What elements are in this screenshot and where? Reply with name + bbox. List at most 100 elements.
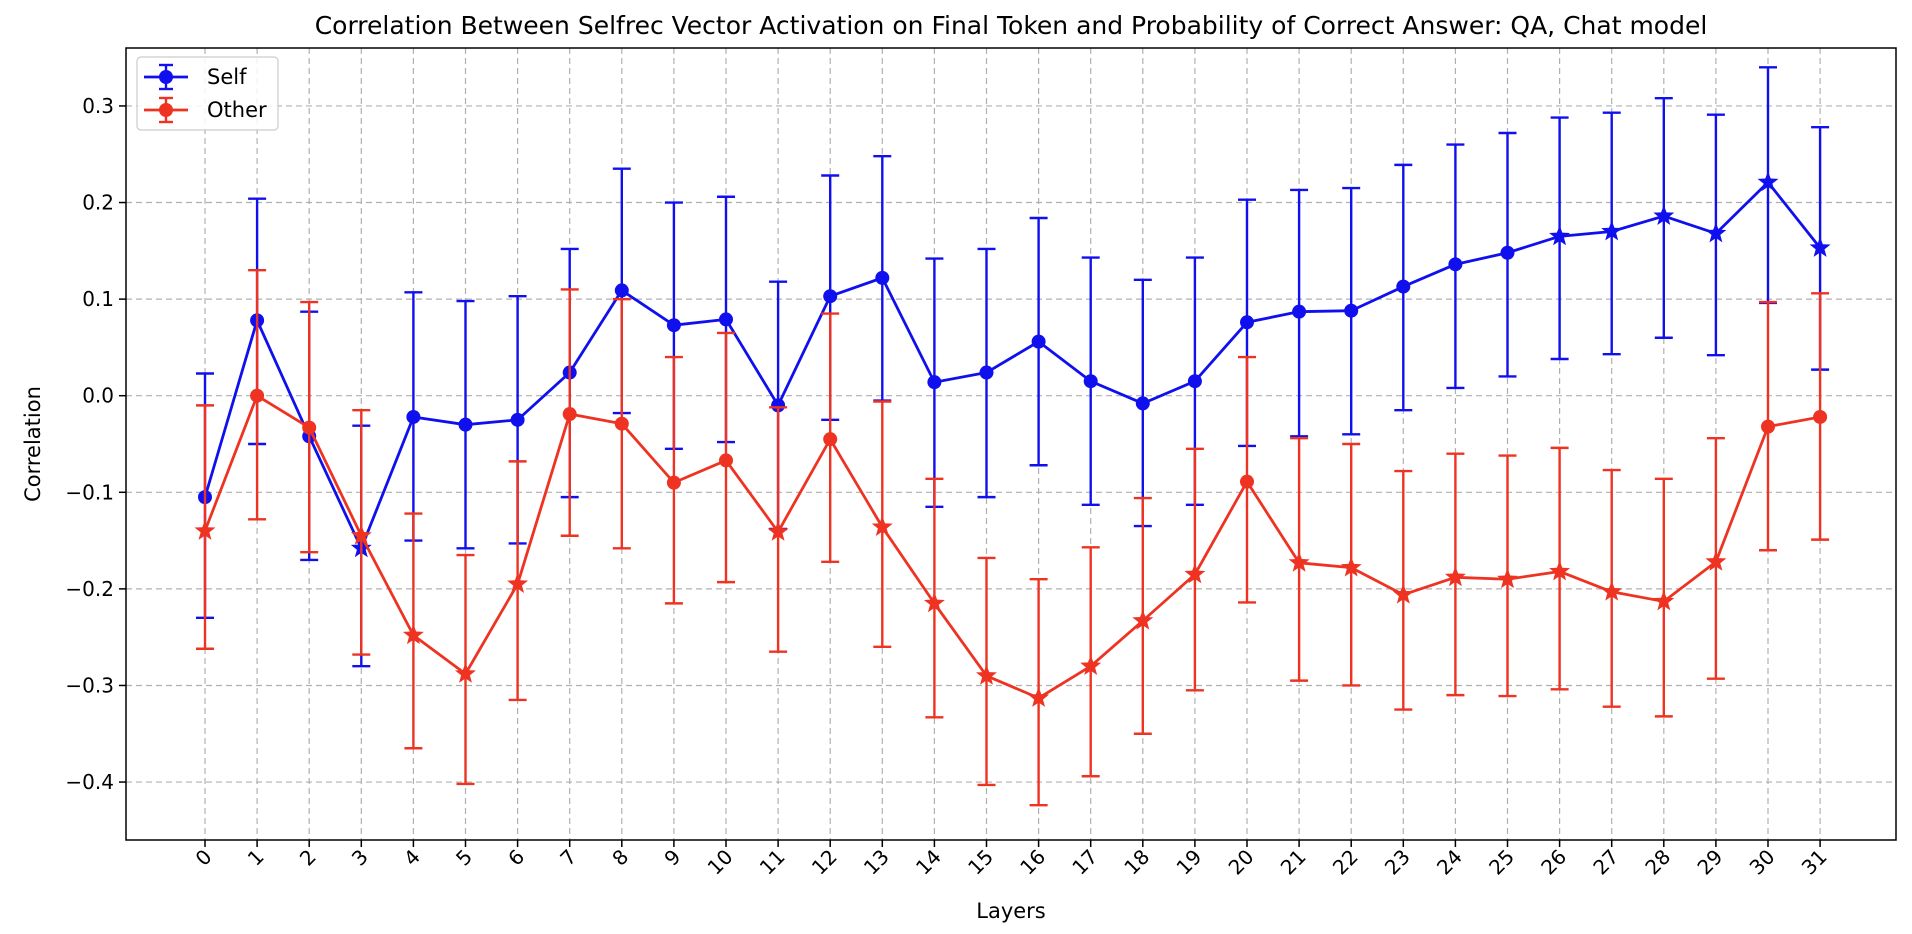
- y-tick-label: −0.1: [65, 480, 114, 504]
- self-point: [510, 412, 525, 427]
- other-point: [350, 524, 372, 545]
- other-point: [562, 407, 577, 422]
- other-point: [1549, 560, 1571, 581]
- self-point: [1705, 222, 1727, 243]
- other-point: [1080, 655, 1102, 676]
- self-point: [1396, 279, 1411, 294]
- other-point: [614, 416, 629, 431]
- other-point: [1340, 556, 1362, 577]
- other-point: [1601, 580, 1623, 601]
- self-point: [1031, 334, 1046, 349]
- x-axis-label: Layers: [976, 899, 1046, 923]
- x-tick-label: 0: [191, 845, 217, 871]
- other-point: [1497, 568, 1518, 589]
- other-point: [1444, 566, 1466, 587]
- legend: Self Other: [136, 56, 279, 131]
- x-tick-label: 13: [859, 845, 894, 880]
- x-tick-label: 23: [1380, 845, 1415, 880]
- x-tick-label: 30: [1745, 845, 1780, 880]
- self-point: [614, 283, 629, 298]
- other-point: [1761, 419, 1775, 434]
- legend-item-other: Other: [144, 96, 267, 124]
- x-tick-label: 4: [399, 845, 425, 871]
- other-point: [302, 420, 317, 435]
- y-tick-label: −0.3: [65, 673, 114, 697]
- other-point: [666, 475, 681, 490]
- legend-item-self: Self: [144, 63, 247, 91]
- self-point: [1653, 205, 1675, 225]
- other-point: [1240, 474, 1254, 489]
- self-point: [927, 375, 942, 390]
- x-tick-label: 7: [555, 845, 581, 871]
- y-tick-label: −0.4: [65, 770, 114, 794]
- other-point: [1813, 409, 1828, 424]
- y-tick-label: 0.3: [82, 94, 114, 118]
- x-tick-label: 14: [911, 845, 946, 880]
- other-point: [976, 664, 997, 685]
- series-self: [196, 66, 1831, 668]
- self-point: [1809, 236, 1831, 257]
- other-point: [823, 432, 838, 447]
- other-point: [1705, 550, 1727, 571]
- self-point: [1135, 396, 1150, 411]
- other-series-line: [203, 394, 1821, 700]
- other-point: [1653, 590, 1675, 611]
- x-tick-label: 9: [659, 845, 685, 871]
- self-point: [1187, 374, 1202, 389]
- other-point: [1132, 609, 1154, 630]
- legend-label-other: Other: [207, 98, 267, 122]
- other-point: [194, 519, 216, 540]
- x-tick-label: 6: [503, 845, 529, 871]
- y-tick-label: 0.2: [82, 191, 114, 215]
- x-tick-label: 25: [1484, 845, 1519, 880]
- self-point: [1500, 245, 1515, 260]
- x-tick-label: 31: [1797, 845, 1832, 880]
- other-point: [719, 453, 733, 468]
- x-tick-label: 27: [1588, 845, 1623, 880]
- x-tick-label: 18: [1119, 845, 1154, 880]
- series-layer: [194, 66, 1831, 807]
- x-tick-label: 29: [1692, 845, 1727, 880]
- self-point: [1240, 315, 1254, 330]
- x-tick-label: 22: [1328, 845, 1363, 880]
- other-point: [923, 592, 945, 613]
- x-tick-label: 28: [1640, 845, 1675, 880]
- self-point: [666, 318, 681, 333]
- x-tick-label: 5: [451, 845, 477, 871]
- self-point: [771, 398, 786, 413]
- other-point: [455, 662, 476, 683]
- self-point: [875, 270, 890, 285]
- plot-frame: [125, 47, 1897, 841]
- chart-title: Correlation Between Selfrec Vector Activ…: [315, 11, 1708, 40]
- other-point: [1392, 583, 1414, 604]
- x-tick-label: 2: [295, 845, 321, 871]
- y-axis-label: Correlation: [21, 386, 45, 502]
- x-tick-label: 24: [1432, 845, 1467, 880]
- x-tick-label: 20: [1224, 845, 1259, 880]
- x-tick-label: 21: [1276, 845, 1311, 880]
- x-tick-label: 12: [807, 845, 842, 880]
- self-point: [1601, 220, 1623, 241]
- legend-label-self: Self: [207, 65, 247, 89]
- other-point: [1288, 551, 1310, 572]
- x-tick-label: 19: [1171, 845, 1206, 880]
- self-point: [1448, 257, 1463, 272]
- x-tick-label: 8: [607, 845, 633, 871]
- grid-layer: [126, 48, 1896, 840]
- self-point: [406, 409, 421, 424]
- y-tick-label: −0.2: [65, 577, 114, 601]
- self-point: [1757, 171, 1779, 192]
- x-tick-label: 11: [755, 845, 790, 880]
- self-point: [1549, 225, 1571, 246]
- self-point: [1083, 374, 1098, 389]
- x-tick-label: 3: [347, 845, 373, 871]
- other-point: [1028, 687, 1050, 707]
- self-point: [823, 289, 838, 304]
- self-point: [1292, 304, 1307, 319]
- other-point: [871, 516, 893, 536]
- x-tick-label: 15: [963, 845, 998, 880]
- self-point: [979, 365, 994, 380]
- x-tick-label: 1: [243, 845, 269, 871]
- other-point: [1184, 563, 1206, 584]
